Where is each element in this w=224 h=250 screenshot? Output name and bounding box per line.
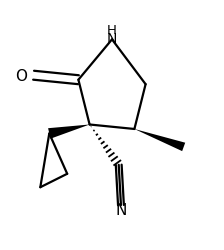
Polygon shape — [48, 125, 90, 139]
Text: N: N — [107, 32, 117, 46]
Polygon shape — [134, 130, 185, 152]
Text: N: N — [115, 202, 127, 217]
Text: O: O — [15, 68, 27, 84]
Text: H: H — [107, 24, 117, 37]
